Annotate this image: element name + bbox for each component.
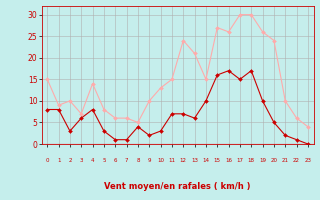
X-axis label: Vent moyen/en rafales ( km/h ): Vent moyen/en rafales ( km/h ) — [104, 182, 251, 191]
